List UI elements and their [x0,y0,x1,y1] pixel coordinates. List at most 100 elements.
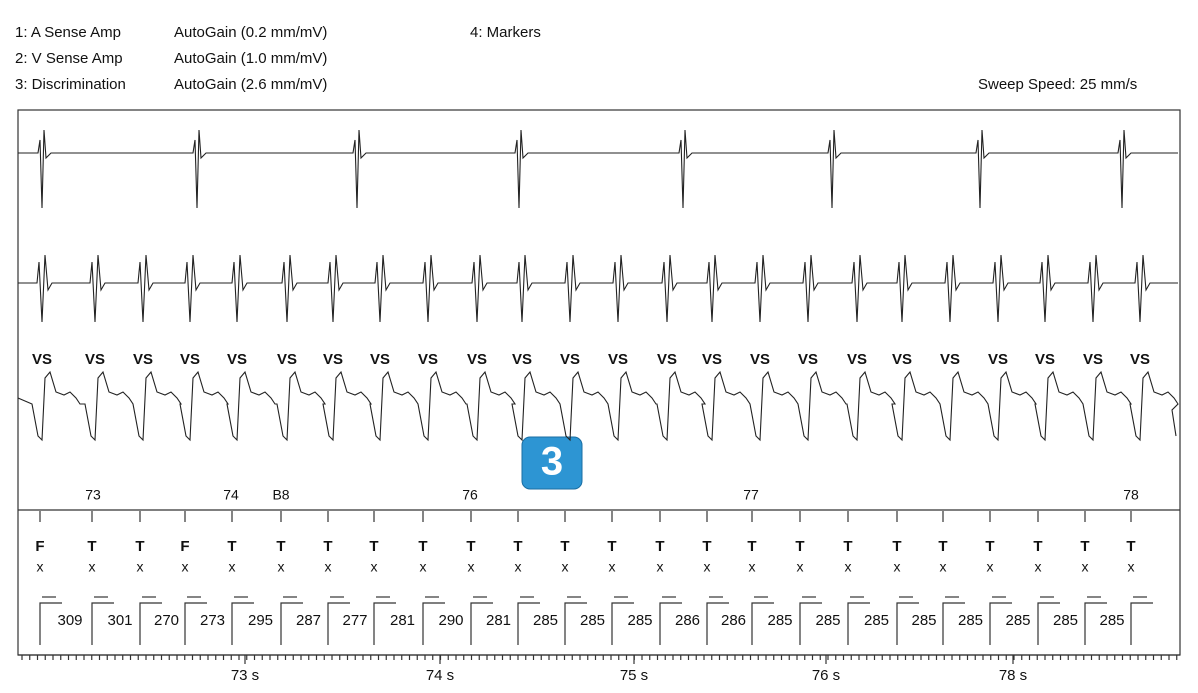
flag: x [749,559,756,575]
flag: x [182,559,189,575]
channel-label: 2: V Sense Amp [15,50,123,67]
classification: T [369,538,378,555]
flag: x [940,559,947,575]
event-number: 78 [1123,487,1139,503]
interval: 285 [864,612,889,629]
classification: F [180,538,189,555]
interval: 285 [627,612,652,629]
interval-bracket [517,602,540,645]
classification: T [795,538,804,555]
sweep-speed: Sweep Speed: 25 mm/s [978,76,1137,93]
interval-bracket [422,602,445,645]
vs-marker: VS [418,351,438,368]
vs-marker: VS [133,351,153,368]
flag: x [89,559,96,575]
interval: 287 [296,612,321,629]
flag: x [1035,559,1042,575]
flag: x [1128,559,1135,575]
classification: T [466,538,475,555]
interval-bracket [373,602,396,645]
interval: 285 [533,612,558,629]
flag: x [137,559,144,575]
interval: 285 [1053,612,1078,629]
flag: x [37,559,44,575]
badge-box [521,436,583,490]
vs-marker: VS [988,351,1008,368]
interval: 281 [486,612,511,629]
channel-label: 3: Discrimination [15,76,126,93]
flag: x [609,559,616,575]
channel-gain: AutoGain (1.0 mm/mV) [174,50,327,67]
interval: 285 [911,612,936,629]
interval: 285 [958,612,983,629]
interval: 301 [107,612,132,629]
interval: 286 [675,612,700,629]
vs-marker: VS [1083,351,1103,368]
interval: 270 [154,612,179,629]
event-number: 77 [743,487,759,503]
classification: T [985,538,994,555]
interval-bracket [799,602,822,645]
badge: 3 [521,436,583,490]
interval: 285 [815,612,840,629]
classification: T [227,538,236,555]
vs-marker: VS [560,351,580,368]
atrial-egm [18,129,1178,209]
interval-bracket [989,602,1012,645]
time-label: 78 s [999,667,1027,684]
channel-gain: AutoGain (2.6 mm/mV) [174,76,327,93]
interval-bracket [659,602,682,645]
interval: 285 [1099,612,1124,629]
interval-bracket [184,602,207,645]
vs-marker: VS [750,351,770,368]
interval: 309 [57,612,82,629]
classification: T [276,538,285,555]
vs-marker: VS [467,351,487,368]
vs-marker: VS [1130,351,1150,368]
vs-marker: VS [227,351,247,368]
event-number: B8 [272,487,289,503]
interval: 277 [342,612,367,629]
interval-bracket [470,602,493,645]
interval-bracket [39,602,62,645]
event-number: 76 [462,487,478,503]
interval-bracket [231,602,254,645]
classification: T [655,538,664,555]
interval: 273 [200,612,225,629]
ventricular-egm [18,254,1178,323]
flag: x [420,559,427,575]
interval-bracket [751,602,774,645]
classification: T [747,538,756,555]
time-label: 76 s [812,667,840,684]
flag: x [845,559,852,575]
flag: x [325,559,332,575]
flag: x [468,559,475,575]
time-label: 75 s [620,667,648,684]
classification: T [843,538,852,555]
badge-text: 3 [541,440,563,484]
interval-bracket [91,602,114,645]
time-label: 74 s [426,667,454,684]
classification: T [1080,538,1089,555]
flag: x [1082,559,1089,575]
interval: 285 [1005,612,1030,629]
event-number: 74 [223,487,239,503]
classification: T [1033,538,1042,555]
time-label: 73 s [231,667,259,684]
channel-gain: AutoGain (0.2 mm/mV) [174,24,327,41]
channel-label: 1: A Sense Amp [15,24,121,41]
classification: T [87,538,96,555]
vs-marker: VS [277,351,297,368]
interval: 295 [248,612,273,629]
event-number: 73 [85,487,101,503]
vs-marker: VS [657,351,677,368]
flag: x [229,559,236,575]
interval-bracket [139,602,162,645]
classification: T [135,538,144,555]
vs-marker: VS [798,351,818,368]
vs-marker: VS [370,351,390,368]
interval-bracket [564,602,587,645]
vs-marker: VS [940,351,960,368]
flag: x [278,559,285,575]
